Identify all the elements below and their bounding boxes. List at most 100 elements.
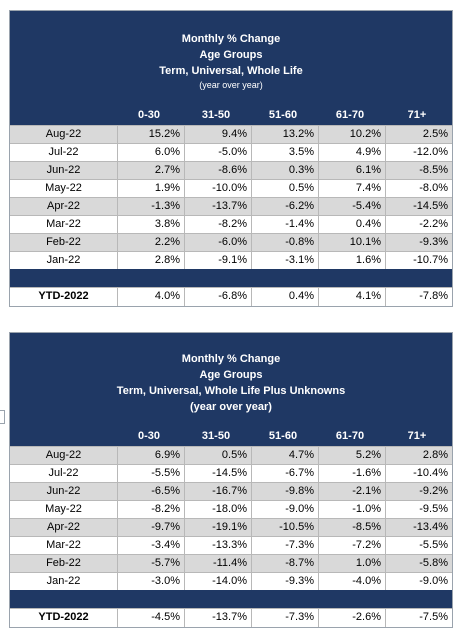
table-cell: -9.0% [251,501,318,518]
ytd-cell: -13.7% [184,609,251,627]
table-cell: -9.8% [251,483,318,500]
separator-bar [10,269,452,287]
table-cell: 10.1% [318,234,385,251]
table-cell: 7.4% [318,180,385,197]
table-cell: -9.3% [251,573,318,590]
table-cell: -14.5% [385,198,452,215]
ytd-cell: -6.8% [184,288,251,306]
table-row: Mar-22 3.8% -8.2% -1.4% 0.4% -2.2% [10,215,452,233]
table-cell: -10.0% [184,180,251,197]
ytd-cell: -2.6% [318,609,385,627]
table-cell: -6.5% [117,483,184,500]
age-group-table-plus-unknowns: Monthly % Change Age Groups Term, Univer… [9,332,453,628]
table-cell: -18.0% [184,501,251,518]
row-label: May-22 [45,182,82,194]
table-cell: -7.2% [318,537,385,554]
table-cell: -8.2% [184,216,251,233]
row-label: Apr-22 [46,200,81,212]
table-row: Jul-22 -5.5% -14.5% -6.7% -1.6% -10.4% [10,464,452,482]
table-title: Monthly % Change [181,353,281,365]
column-headers: 0-30 31-50 51-60 61-70 71+ [10,428,452,446]
table-cell: -8.5% [318,519,385,536]
table-cell: 4.7% [251,447,318,464]
table-subtitle-product: Term, Universal, Whole Life Plus Unknown… [116,385,346,397]
column-header: 0-30 [137,109,161,121]
table-cell: -8.6% [184,162,251,179]
table-cell: -7.3% [251,537,318,554]
ytd-cell: -7.8% [385,288,452,306]
table-cell: -6.7% [251,465,318,482]
table-cell: -8.2% [117,501,184,518]
table-cell: 6.0% [117,144,184,161]
table-cell: 3.8% [117,216,184,233]
table-cell: 5.2% [318,447,385,464]
row-label: Aug-22 [45,128,82,140]
ytd-row: YTD-2022 -4.5% -13.7% -7.3% -2.6% -7.5% [10,608,452,627]
table-cell: -19.1% [184,519,251,536]
table-cell: -9.7% [117,519,184,536]
table-cell: -10.4% [385,465,452,482]
table-cell: -10.7% [385,252,452,269]
table-row: Mar-22 -3.4% -13.3% -7.3% -7.2% -5.5% [10,536,452,554]
table-cell: -14.5% [184,465,251,482]
table-cell: -8.0% [385,180,452,197]
table-row: Jun-22 2.7% -8.6% 0.3% 6.1% -8.5% [10,161,452,179]
table-row: Jan-22 2.8% -9.1% -3.1% 1.6% -10.7% [10,251,452,269]
table-cell: -6.0% [184,234,251,251]
table-cell: -5.5% [117,465,184,482]
table-cell: 2.5% [385,126,452,143]
table-cell: 0.5% [184,447,251,464]
column-header: 31-50 [201,109,231,121]
ytd-cell: 4.1% [318,288,385,306]
table-cell: -9.2% [385,483,452,500]
row-label: Jul-22 [48,467,79,479]
table-cell: -3.0% [117,573,184,590]
ytd-cell: -7.5% [385,609,452,627]
table-cell: 3.5% [251,144,318,161]
table-row: Jan-22 -3.0% -14.0% -9.3% -4.0% -9.0% [10,572,452,590]
table-row: Jun-22 -6.5% -16.7% -9.8% -2.1% -9.2% [10,482,452,500]
column-header: 51-60 [268,430,298,442]
table-row: Aug-22 6.9% 0.5% 4.7% 5.2% 2.8% [10,446,452,464]
table-row: May-22 -8.2% -18.0% -9.0% -1.0% -9.5% [10,500,452,518]
ytd-label: YTD-2022 [38,290,89,302]
column-header: 51-60 [268,109,298,121]
table-subtitle-age-groups: Age Groups [199,49,263,61]
table-cell: -4.0% [318,573,385,590]
table-cell: 15.2% [117,126,184,143]
table-cell: -0.8% [251,234,318,251]
left-edge-marker [0,410,5,424]
table-body: Aug-22 15.2% 9.4% 13.2% 10.2% 2.5% Jul-22 6.0% -… [10,125,452,269]
table-cell: -2.1% [318,483,385,500]
table-cell: -14.0% [184,573,251,590]
table-cell: -1.0% [318,501,385,518]
table-cell: -1.6% [318,465,385,482]
ytd-cell: -7.3% [251,609,318,627]
ytd-cell: 4.0% [117,288,184,306]
column-header: 61-70 [335,109,365,121]
table-header: Monthly % Change Age Groups Term, Univer… [10,11,452,125]
table-cell: 2.2% [117,234,184,251]
table-row: Jul-22 6.0% -5.0% 3.5% 4.9% -12.0% [10,143,452,161]
table-header: Monthly % Change Age Groups Term, Univer… [10,333,452,446]
table-cell: -9.3% [385,234,452,251]
table-cell: 13.2% [251,126,318,143]
table-cell: -13.3% [184,537,251,554]
table-cell: 1.9% [117,180,184,197]
table-cell: -13.7% [184,198,251,215]
table-cell: 0.5% [251,180,318,197]
age-group-table-term-universal-whole: Monthly % Change Age Groups Term, Univer… [9,10,453,307]
table-cell: -16.7% [184,483,251,500]
table-cell: 6.9% [117,447,184,464]
table-title: Monthly % Change [181,33,281,45]
table-cell: -12.0% [385,144,452,161]
row-label: Jan-22 [46,254,81,266]
table-row: May-22 1.9% -10.0% 0.5% 7.4% -8.0% [10,179,452,197]
table-cell: -5.7% [117,555,184,572]
ytd-row: YTD-2022 4.0% -6.8% 0.4% 4.1% -7.8% [10,287,452,306]
row-label: Jan-22 [46,575,81,587]
table-cell: -8.7% [251,555,318,572]
table-cell: -1.4% [251,216,318,233]
column-header: 61-70 [335,430,365,442]
row-label: May-22 [45,503,82,515]
